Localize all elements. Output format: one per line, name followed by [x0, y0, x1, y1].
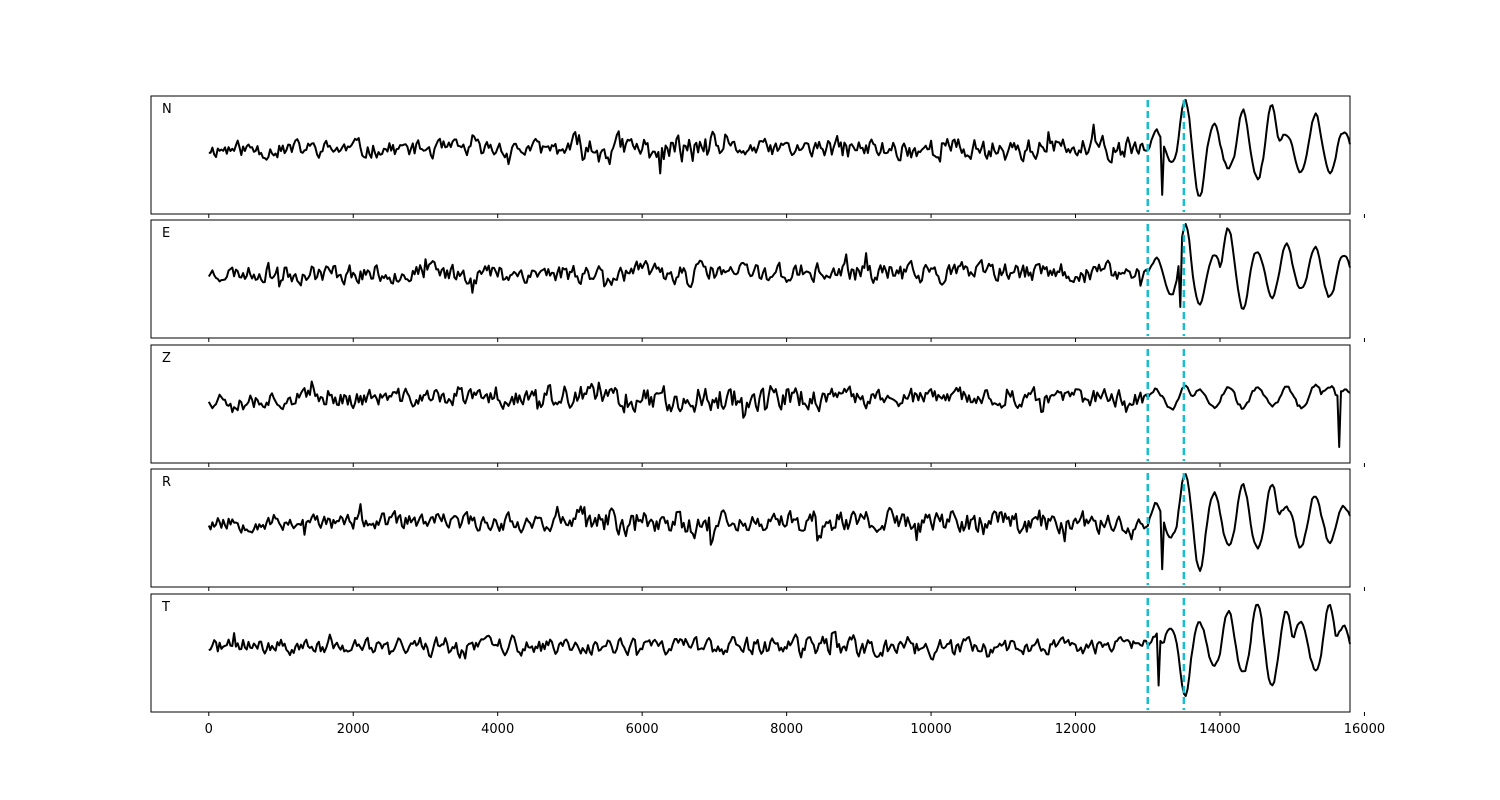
trace-t — [208, 603, 1351, 697]
trace-e — [207, 223, 1351, 310]
x-tick-label: 4000 — [481, 722, 514, 737]
x-tick-label: 12000 — [1055, 722, 1096, 737]
panel-label-n: N — [162, 102, 172, 117]
panel-n: N — [150, 95, 1365, 218]
panel-frame — [150, 219, 1351, 339]
trace-n — [208, 99, 1351, 197]
panel-label-e: E — [162, 226, 170, 241]
panel-frame — [150, 593, 1351, 713]
x-tick-label: 0 — [205, 722, 213, 737]
trace-r — [207, 473, 1351, 572]
panel-label-z: Z — [162, 351, 171, 366]
x-tick-label: 10000 — [910, 722, 951, 737]
x-tick-label: 6000 — [626, 722, 659, 737]
panel-e: E — [150, 219, 1365, 342]
panel-r: R — [150, 468, 1365, 591]
trace-z — [207, 380, 1351, 448]
panel-frame — [150, 468, 1351, 588]
x-tick-label: 8000 — [770, 722, 803, 737]
x-tick-label: 2000 — [337, 722, 370, 737]
x-tick-label: 16000 — [1344, 722, 1385, 737]
x-tick-label: 14000 — [1199, 722, 1240, 737]
panel-z: Z — [150, 344, 1365, 467]
panel-t: T — [150, 593, 1365, 716]
panel-label-t: T — [161, 600, 170, 615]
panel-frame — [150, 95, 1351, 215]
panel-label-r: R — [162, 475, 171, 490]
